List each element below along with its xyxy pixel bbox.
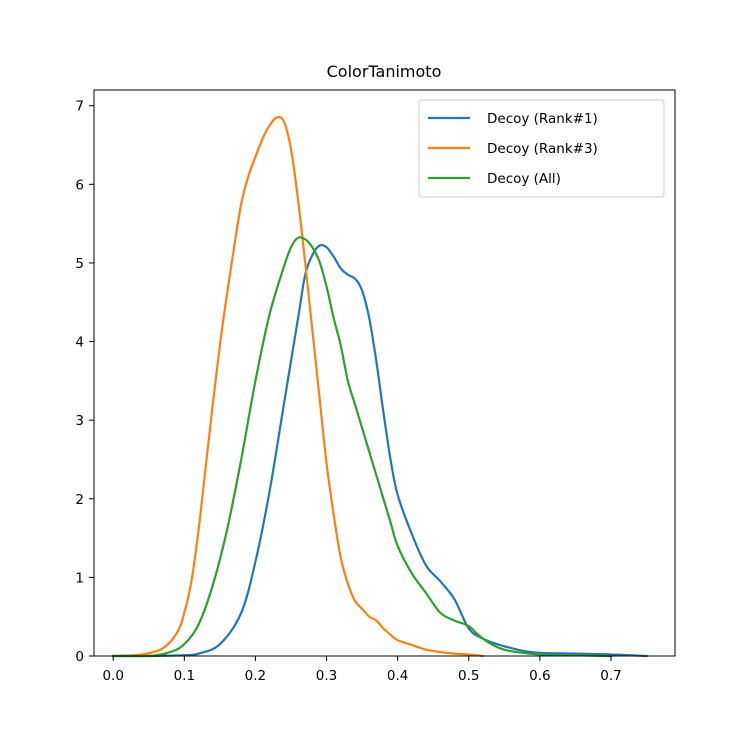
x-tick-label: 0.3 xyxy=(316,668,337,684)
legend-label: Decoy (All) xyxy=(487,171,561,187)
y-tick-label: 5 xyxy=(75,256,84,272)
y-tick-label: 0 xyxy=(75,649,84,665)
plot-frame xyxy=(93,89,676,657)
x-tick-label: 0.6 xyxy=(529,668,550,684)
y-tick-label: 4 xyxy=(75,335,84,351)
y-tick-label: 3 xyxy=(75,413,84,429)
x-tick-label: 0.4 xyxy=(387,668,408,684)
x-tick-label: 0.5 xyxy=(458,668,479,684)
x-tick-label: 0.0 xyxy=(102,668,123,684)
x-axis: 0.0 0.1 0.2 0.3 0.4 0.5 0.6 0.7 xyxy=(102,656,622,684)
series-line-3 xyxy=(112,236,613,658)
legend: Decoy (Rank#1) Decoy (Rank#3) Decoy (All) xyxy=(418,99,665,198)
y-tick-label: 2 xyxy=(75,492,84,508)
series-line-2 xyxy=(112,115,485,658)
series-layer xyxy=(112,115,648,658)
x-tick-label: 0.7 xyxy=(600,668,621,684)
y-tick-label: 6 xyxy=(75,177,84,193)
x-tick-label: 0.2 xyxy=(245,668,266,684)
chart-title: ColorTanimoto xyxy=(327,62,442,81)
legend-label: Decoy (Rank#3) xyxy=(487,141,598,157)
y-tick-label: 1 xyxy=(75,570,84,586)
series-line-1 xyxy=(112,243,648,658)
y-axis: 0 1 2 3 4 5 6 7 xyxy=(75,99,94,665)
y-tick-label: 7 xyxy=(75,99,84,115)
legend-label: Decoy (Rank#1) xyxy=(487,111,598,127)
legend-box xyxy=(418,99,665,198)
x-tick-label: 0.1 xyxy=(174,668,195,684)
